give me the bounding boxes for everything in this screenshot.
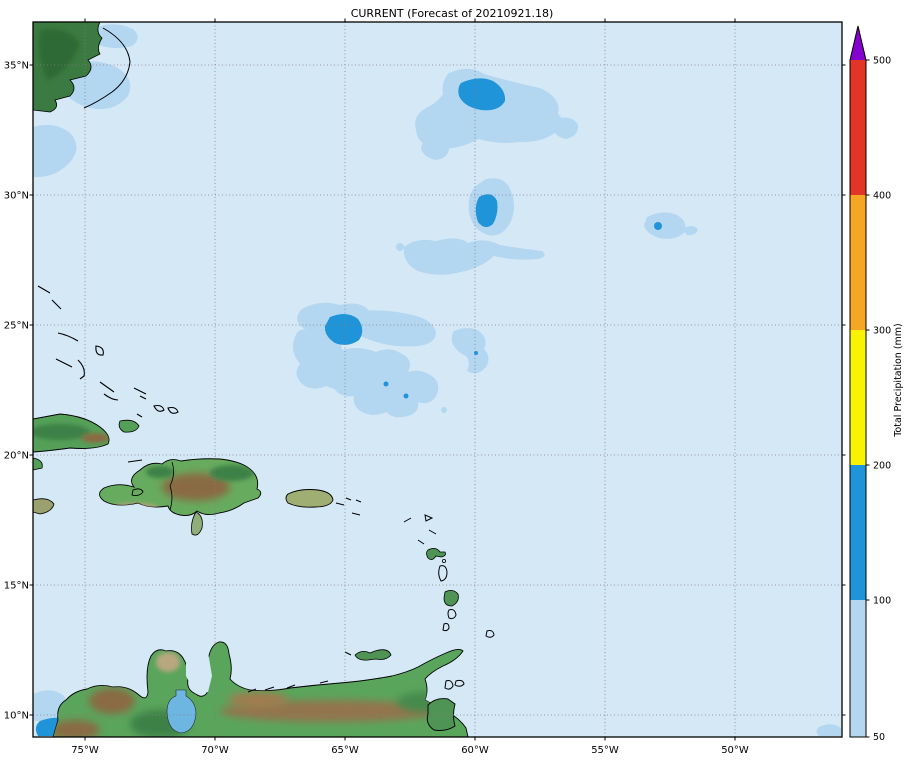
colorbar-segment-100-200 — [850, 465, 866, 600]
haiti-dr-border — [169, 461, 174, 511]
y-tick-label: 25°N — [4, 321, 29, 332]
terrain-shading — [33, 424, 90, 440]
gonave-island — [131, 488, 144, 497]
gridlines — [33, 22, 842, 737]
colorbar-segment-50-100 — [850, 600, 866, 737]
colorbar-tick-label: 50 — [873, 732, 885, 743]
lesser-antilles — [403, 514, 495, 690]
colorbar-segment-300-400 — [850, 195, 866, 330]
y-tick-label: 20°N — [4, 451, 29, 462]
land-south-america — [52, 641, 469, 737]
terrain-shading — [39, 29, 80, 80]
virgin-islands — [335, 497, 362, 516]
precip-light-dot — [441, 407, 447, 413]
tortue-island — [127, 459, 143, 463]
precip-heavy-regions — [35, 78, 662, 736]
land-jamaica — [33, 498, 55, 515]
precip-heavy-dot — [403, 393, 409, 399]
trinidad-island — [426, 698, 456, 731]
coastline-puerto-rico — [285, 489, 334, 508]
land-cuba — [33, 413, 110, 471]
terrain-shading — [162, 473, 230, 501]
colorbar-outline — [849, 25, 867, 738]
colorbar-tick-label: 100 — [873, 596, 891, 607]
precip-heavy-dot — [383, 381, 389, 387]
lake-maracaibo — [166, 689, 197, 734]
barahona-peninsula — [191, 511, 203, 536]
plot-title: CURRENT (Forecast of 20210921.18) — [351, 7, 554, 20]
precip-light-shapes — [33, 24, 841, 736]
terrain-shading — [228, 692, 288, 708]
colorbar-ticks — [866, 59, 870, 738]
x-tick-label: 65°W — [331, 745, 359, 756]
axis-ticks — [29, 18, 846, 741]
x-tick-label: 60°W — [461, 745, 489, 756]
precip-heavy-dot — [654, 222, 662, 230]
martinique-island — [443, 590, 459, 607]
y-axis-labels: 35°N 30°N 25°N 20°N 15°N 10°N — [4, 61, 29, 722]
terrain-santa-marta — [89, 688, 135, 714]
terrain-shading — [81, 433, 109, 443]
land-great-inagua — [118, 419, 140, 433]
venezuela-islands — [247, 651, 352, 693]
bahamas-islands — [37, 285, 179, 418]
x-tick-label: 55°W — [591, 745, 619, 756]
x-tick-label: 75°W — [71, 745, 99, 756]
colorbar-tick-label: 200 — [873, 461, 891, 472]
guadeloupe-island — [426, 548, 446, 560]
marie-galante-island — [441, 559, 446, 564]
y-tick-label: 35°N — [4, 61, 29, 72]
y-tick-label: 10°N — [4, 711, 29, 722]
gulf-of-venezuela — [186, 652, 212, 694]
precip-light-dot — [396, 243, 404, 251]
land-puerto-rico — [285, 489, 362, 516]
colorbar-over-arrow — [850, 26, 866, 60]
margarita-island — [354, 649, 392, 661]
x-tick-label: 50°W — [721, 745, 749, 756]
colorbar-tick-labels: 500 400 300 200 100 50 — [873, 56, 891, 744]
x-tick-label: 70°W — [201, 745, 229, 756]
map-border — [32, 21, 843, 738]
y-tick-label: 15°N — [4, 581, 29, 592]
coastline-cuba-south — [33, 457, 43, 471]
x-axis-labels: 75°W 70°W 65°W 60°W 55°W 50°W — [71, 745, 749, 756]
colorbar-axis-label: Total Precipitation (mm) — [893, 323, 904, 438]
colorbar-tick-label: 300 — [873, 326, 891, 337]
terrain-shading — [210, 465, 254, 481]
land-north-carolina — [33, 22, 131, 113]
outer-banks-coast — [83, 27, 131, 109]
terrain-shading — [146, 466, 174, 478]
land-hispaniola — [99, 458, 262, 536]
colorbar-tick-label: 400 — [873, 191, 891, 202]
colorbar-segment-400-500 — [850, 60, 866, 195]
colorbar-tick-label: 500 — [873, 56, 891, 67]
terrain-guajira — [156, 652, 180, 672]
precip-light-regions — [33, 24, 841, 736]
colorbar-segment-200-300 — [850, 330, 866, 465]
terrain-shading — [53, 720, 100, 737]
y-tick-label: 30°N — [4, 191, 29, 202]
colorbar: 500 400 300 200 100 50 Total Precipitati… — [849, 25, 904, 744]
